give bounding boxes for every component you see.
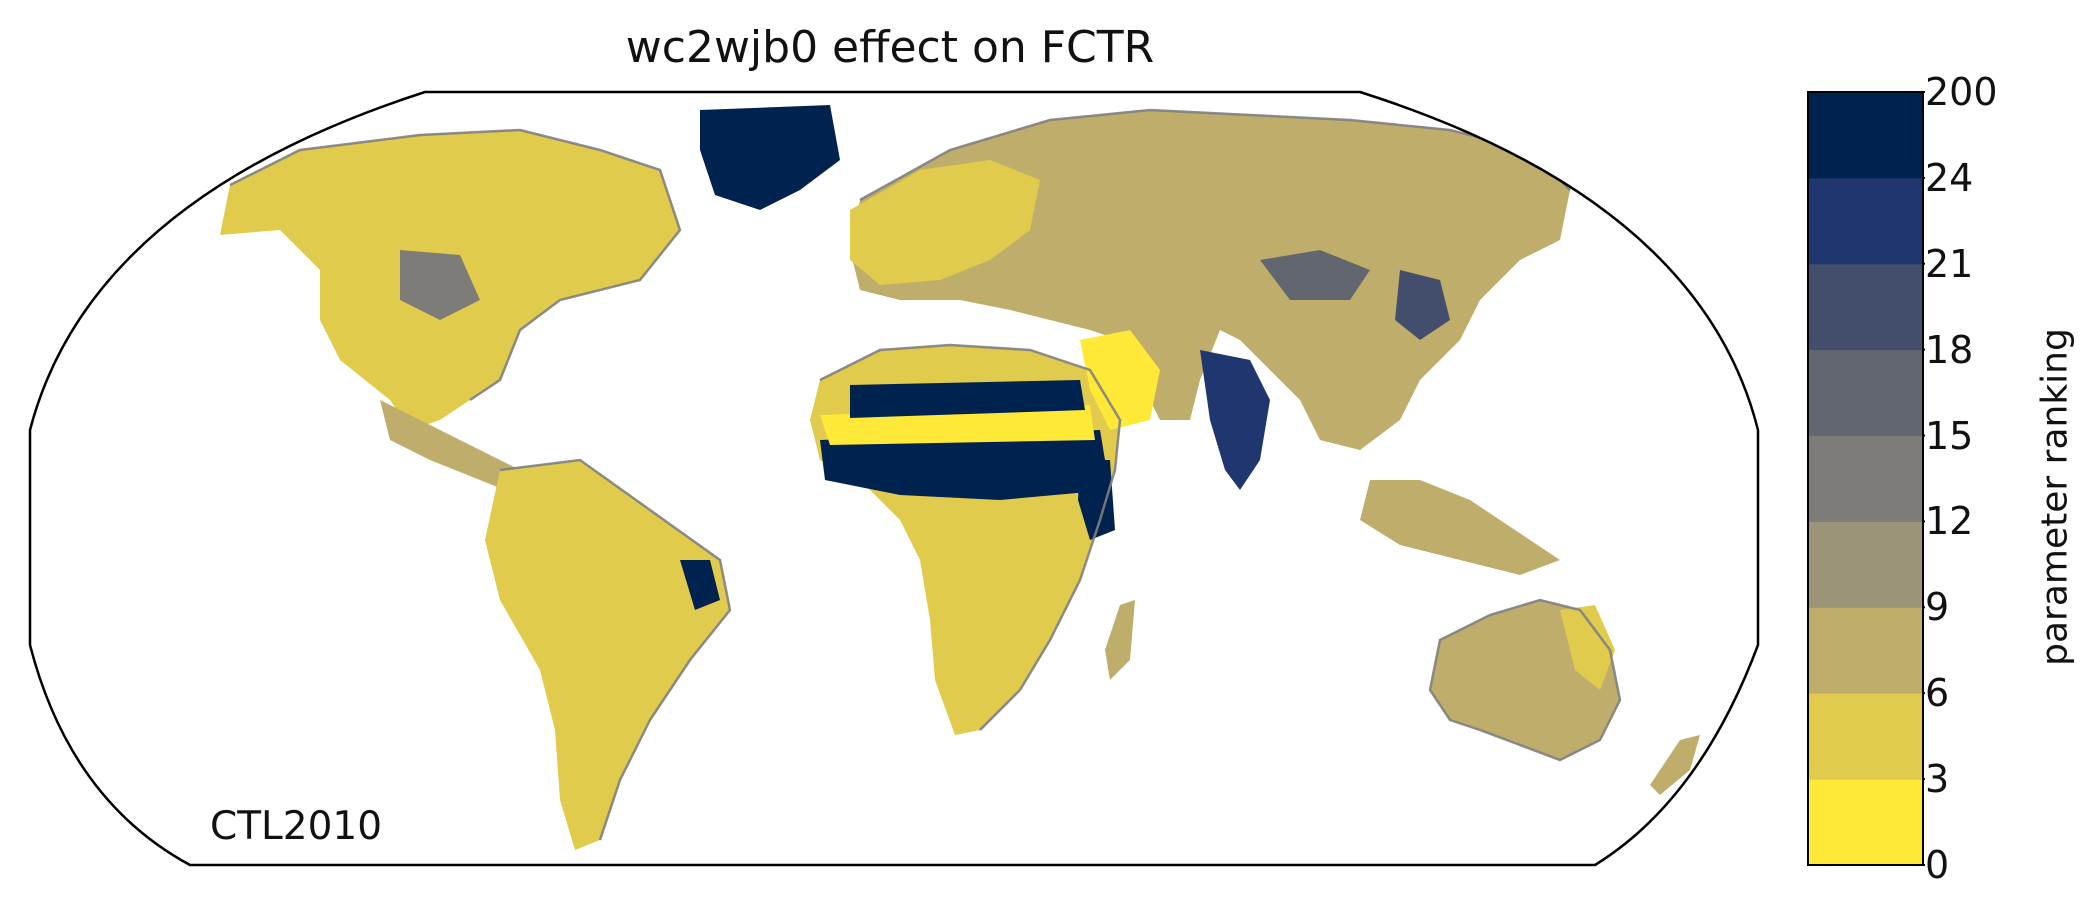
middle-east-patch (1080, 330, 1160, 430)
himalaya-patch (1260, 250, 1370, 300)
europe-land (850, 160, 1040, 285)
colorbar-tick-label: 21 (1925, 241, 1974, 286)
madagascar-land (1105, 600, 1135, 680)
colorbar-tick-label: 9 (1925, 585, 1950, 630)
new-zealand-land (1650, 735, 1700, 795)
east-asia-patch (1395, 270, 1450, 340)
colorbar-bin (1808, 779, 1923, 866)
australia-east-patch (1560, 605, 1615, 690)
colorbar-bin (1808, 263, 1923, 351)
colorbar-bin (1808, 435, 1923, 522)
colorbar-tick-label: 200 (1925, 70, 1998, 114)
colorbar-bin (1808, 693, 1923, 780)
south-america-land (485, 460, 730, 850)
colorbar-tick-label: 18 (1925, 327, 1974, 372)
colorbar-bin (1808, 607, 1923, 694)
north-america-gray-patch (400, 250, 480, 320)
map-title: wc2wjb0 effect on FCTR (625, 22, 1155, 73)
colorbar-tick-label: 24 (1925, 155, 1974, 200)
colorbar (1807, 91, 1925, 866)
greenland-land (700, 105, 840, 210)
colorbar-bin (1808, 349, 1923, 437)
colorbar-tick-label: 12 (1925, 499, 1974, 544)
colorbar-tick-label: 15 (1925, 413, 1974, 458)
southeast-asia-land (1360, 480, 1560, 575)
run-label: CTL2010 (210, 804, 383, 849)
east-africa-dark-patch (1078, 460, 1115, 540)
colorbar-bin (1808, 521, 1923, 608)
sahara-dark-band-north (850, 380, 1085, 418)
colorbar-label: parameter ranking (2034, 328, 2076, 666)
south-america-dark-patch (680, 560, 720, 610)
colorbar-tick-label: 6 (1925, 671, 1950, 716)
colorbar-bin (1808, 92, 1923, 179)
map-boundary (28, 90, 1760, 867)
colorbar-frame (1807, 91, 1924, 866)
colorbar-tick-label: 0 (1925, 843, 1950, 887)
colorbar-bin (1808, 177, 1923, 265)
sahara-dark-band (820, 430, 1110, 500)
india-patch (1200, 350, 1270, 490)
world-map (28, 90, 1760, 867)
colorbar-tick-label: 3 (1925, 757, 1950, 802)
coastlines (229, 108, 1622, 841)
land-cells (220, 105, 1700, 850)
